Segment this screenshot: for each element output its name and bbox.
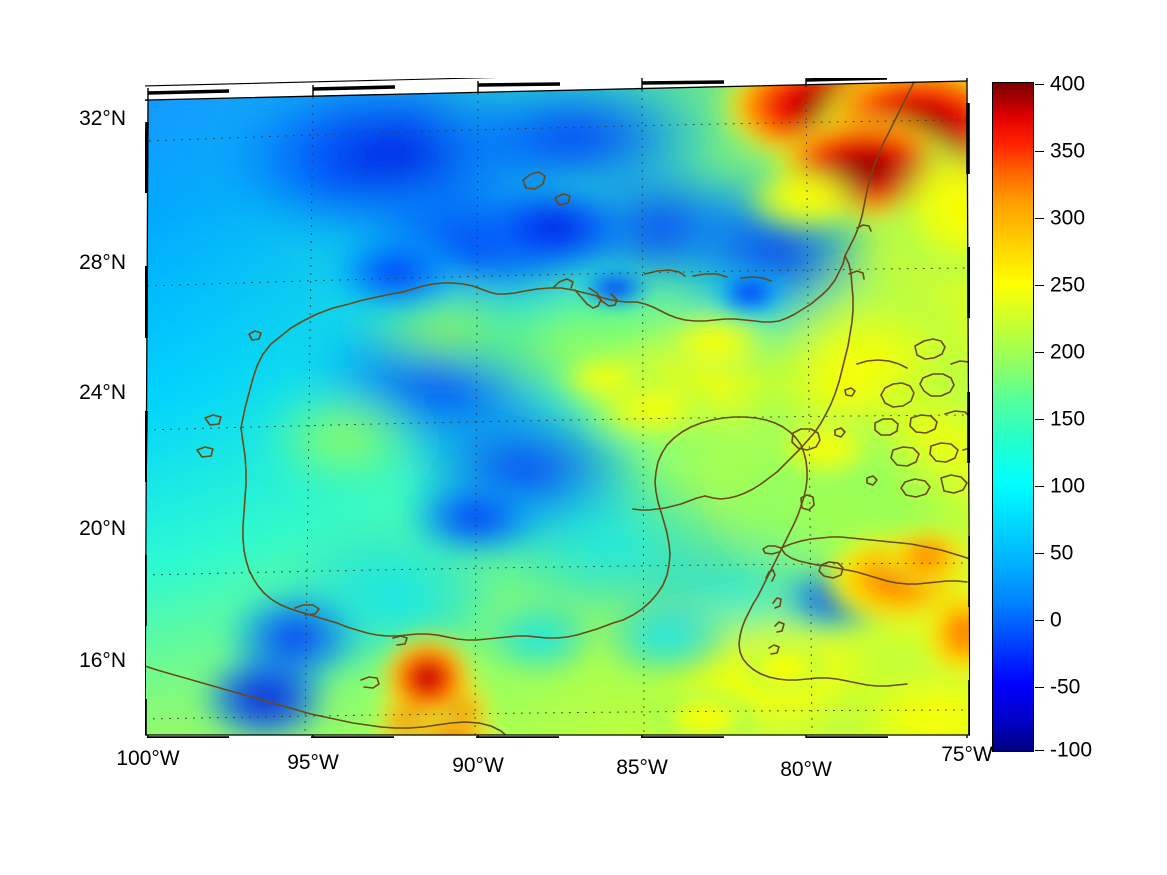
lon-tick-label-80w: 80°W [780,758,832,781]
colorbar-label-250: 250 [1050,273,1086,297]
map-svg [145,78,970,738]
colorbar-label-neg100: -100 [1050,738,1093,762]
colorbar-tick-100 [1035,486,1044,487]
colorbar-tick-neg100 [1035,750,1044,751]
frame-ticks-left [145,121,149,735]
coastline-layer [145,81,970,735]
map-frame [145,78,970,738]
colorbar-label-200: 200 [1050,340,1086,364]
colorbar-label-0: 0 [1050,608,1062,632]
tehuantepec-jet-anomaly [375,633,507,735]
colorbar-label-350: 350 [1050,139,1086,163]
lat-tick-label-28n: 28°N [79,251,126,274]
colorbar-label-neg50: -50 [1050,675,1081,699]
lon-tick-label-75w: 75°W [941,743,993,766]
south-cuba-plume-anomaly [818,526,970,683]
colorbar-tick-400 [1035,84,1044,85]
colorbar-tick-50 [1035,553,1044,554]
colorbar-tick-200 [1035,352,1044,353]
lon-tick-label-100w: 100°W [116,747,180,770]
colorbar-label-150: 150 [1050,407,1086,431]
frame-ticks-right [966,103,970,735]
gulf-stream-anomaly [717,81,970,288]
lat-tick-label-16n: 16°N [79,649,126,672]
scalar-field-heatmap [145,81,970,735]
colorbar-tick-300 [1035,218,1044,219]
colorbar-gradient [992,82,1034,752]
colorbar-tick-0 [1035,620,1044,621]
axis-tick-marks [145,78,970,738]
colorbar-tick-350 [1035,151,1044,152]
map-plot-area[interactable] [145,78,970,738]
colorbar-tick-250 [1035,285,1044,286]
colorbar-label-400: 400 [1050,72,1086,96]
colorbar[interactable]: 400 350 300 250 200 150 100 50 0 -50 -10… [992,74,1167,761]
lon-tick-label-85w: 85°W [616,756,668,779]
colorbar-tick-neg50 [1035,687,1044,688]
lon-tick-label-95w: 95°W [287,751,339,774]
colorbar-label-100: 100 [1050,474,1086,498]
colorbar-label-300: 300 [1050,206,1086,230]
lon-tick-label-90w: 90°W [452,754,504,777]
colorbar-label-50: 50 [1050,541,1074,565]
colorbar-tick-150 [1035,419,1044,420]
frame-ticks-top [147,78,888,95]
lat-tick-label-24n: 24°N [79,381,126,404]
lat-tick-label-20n: 20°N [79,517,126,540]
lat-tick-label-32n: 32°N [79,107,126,130]
